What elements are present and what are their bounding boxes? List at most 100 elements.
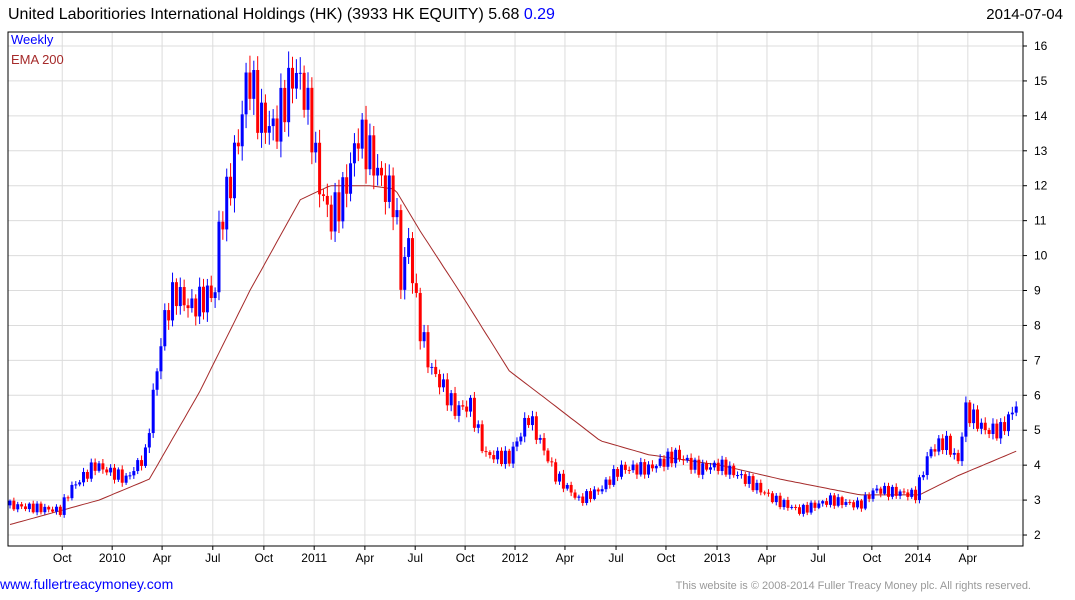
candle-body [85,471,89,479]
candle-body [801,504,805,514]
candle-body [581,496,585,504]
candle-body [968,402,972,424]
candle-body [565,484,569,489]
candle-body [670,451,674,464]
candle-body [8,500,12,506]
candle-body [16,504,20,510]
candle-body [422,332,426,342]
candle-body [283,87,287,123]
candle-body [318,142,322,195]
candle-body [182,287,186,306]
candle-body [1014,406,1018,413]
y-tick-label: 8 [1034,318,1041,332]
candle-body [569,484,573,493]
candle-body [314,142,318,153]
candle-body [294,72,298,89]
candle-body [62,497,66,515]
candle-body [507,450,511,464]
candle-body [797,507,801,514]
candle-body [577,496,581,498]
candle-body [78,482,82,485]
candle-body [716,462,720,472]
chart-date: 2014-07-04 [986,6,1063,23]
candle-body [267,126,271,133]
candle-body [666,451,670,467]
candle-body [124,475,128,483]
chart-title: United Laboritiories International Holdi… [8,6,555,24]
candle-body [418,292,422,342]
candle-body [755,482,759,491]
candle-body [136,460,140,472]
candle-body [697,459,701,475]
y-tick-label: 5 [1034,423,1041,437]
candle-body [770,493,774,503]
candle-body [325,195,329,205]
candle-body [120,469,124,483]
candle-body [89,462,93,479]
candle-body [538,438,542,440]
candle-body [658,458,662,466]
price-change: 0.29 [523,6,555,23]
x-tick-label: Apr [153,551,172,565]
candle-body [972,409,976,424]
candle-body [310,87,314,153]
candle-body [410,238,414,284]
candle-body [600,489,604,492]
candle-body [817,503,821,508]
candle-body [619,464,623,477]
ema-200-line [9,185,1017,525]
candle-body [407,238,411,257]
candle-body [66,497,70,499]
candle-body [945,435,949,451]
candle-body [438,374,442,388]
candle-body [852,502,856,508]
candle-body [983,422,987,431]
candle-body [472,397,476,428]
candle-body [457,405,461,416]
candle-body [391,175,395,218]
candle-body [515,441,519,447]
candle-body [627,469,631,471]
x-tick-label: 2014 [905,551,932,565]
legend-weekly: Weekly [11,32,54,47]
candle-body [960,436,964,462]
y-tick-label: 3 [1034,493,1041,507]
site-link[interactable]: www.fullertreacymoney.com [0,576,174,592]
candle-body [403,256,407,290]
candle-body [263,102,267,133]
candle-body [163,310,167,347]
candle-body [542,438,546,451]
candle-body [116,469,120,480]
candle-body [759,482,763,493]
candle-body [871,490,875,499]
candle-body [782,499,786,508]
candle-body [608,479,612,485]
candle-body [840,497,844,505]
candle-body [805,504,809,513]
candle-body [147,433,151,448]
candle-body [194,298,198,317]
candle-body [995,423,999,439]
candle-body [596,489,600,492]
candle-body [372,135,376,176]
candle-body [399,210,403,290]
candle-body [356,143,360,149]
candle-body [573,492,577,498]
candle-body [426,332,430,368]
candle-body [720,459,724,472]
candle-body [202,286,205,313]
candle-body [167,310,171,321]
candle-body [867,495,871,499]
candle-body [159,346,163,372]
candle-body [349,163,353,194]
y-tick-label: 10 [1034,249,1048,263]
candle-body [546,450,550,462]
y-tick-label: 16 [1034,39,1048,53]
candle-body [414,283,418,293]
candle-body [821,501,825,504]
candle-body [58,506,62,515]
candle-body [952,452,956,455]
candle-body [345,177,349,194]
candle-body [991,423,995,435]
candle-body [674,449,678,464]
